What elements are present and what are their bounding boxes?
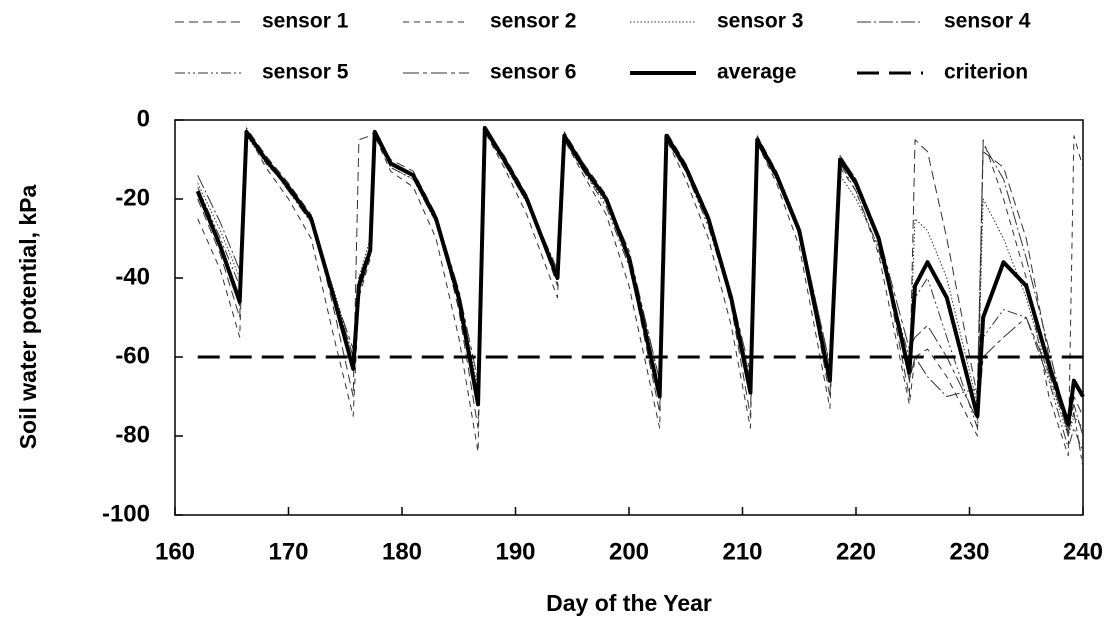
legend-label: sensor 5 <box>262 61 349 84</box>
y-axis-title: Soil water potential, kPa <box>15 185 41 450</box>
x-tick-label: 160 <box>155 538 195 565</box>
legend-label: criterion <box>944 61 1028 84</box>
y-tick-label: -40 <box>115 263 150 290</box>
data-line <box>197 127 1084 437</box>
x-tick-label: 180 <box>382 538 422 565</box>
x-tick-label: 210 <box>722 538 762 565</box>
legend-label: sensor 6 <box>490 61 576 84</box>
x-axis-title: Day of the Year <box>546 590 712 616</box>
legend-label: sensor 1 <box>262 10 349 33</box>
x-tick-label: 170 <box>268 538 308 565</box>
legend-label: average <box>717 61 796 84</box>
y-tick-label: -60 <box>115 342 150 369</box>
x-tick-label: 200 <box>609 538 649 565</box>
x-tick-label: 230 <box>949 538 989 565</box>
y-tick-label: -80 <box>115 421 150 448</box>
y-tick-label: 0 <box>137 105 150 132</box>
x-tick-label: 190 <box>495 538 535 565</box>
legend-label: sensor 2 <box>490 10 576 33</box>
plot-frame <box>174 119 1084 516</box>
x-tick-label: 220 <box>836 538 876 565</box>
data-line <box>197 127 1084 468</box>
x-tick-label: 240 <box>1063 538 1103 565</box>
y-tick-label: -20 <box>115 184 150 211</box>
legend-label: sensor 4 <box>944 10 1031 33</box>
y-tick-label: -100 <box>102 500 150 527</box>
legend-label: sensor 3 <box>717 10 803 33</box>
data-line <box>195 125 1085 427</box>
